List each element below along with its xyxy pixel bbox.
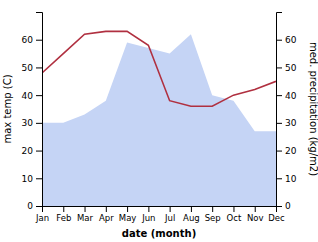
tick-mark: [148, 206, 149, 212]
tick: Jul: [164, 206, 175, 223]
tick: 10: [276, 174, 297, 184]
tick-mark: [36, 151, 42, 152]
tick-label: Dec: [268, 213, 285, 223]
tick: 40: [22, 91, 42, 101]
tick-mark: [233, 206, 234, 212]
tick: 50: [276, 63, 297, 73]
line: [42, 31, 276, 106]
tick-label: 60: [285, 35, 297, 45]
tick-mark: [36, 178, 42, 179]
area: [42, 34, 276, 206]
tick-label: Nov: [247, 213, 264, 223]
tick-label: 0: [27, 201, 33, 211]
tick-mark: [63, 206, 64, 212]
x-axis-title: date (month): [122, 228, 196, 239]
tick-mark: [276, 123, 282, 124]
tick-label: Jul: [164, 213, 175, 223]
tick-label: 30: [22, 118, 34, 128]
tick: Jun: [141, 206, 155, 223]
plot: JanFebMarAprMayJunJulAugSepOctNovDec0102…: [22, 13, 297, 224]
tick: Jan: [35, 206, 49, 223]
tick-mark: [276, 151, 282, 152]
x-axis: Jan Feb Mar Apr May Jun Jul Aug Sep Oct Nov Dec: [35, 206, 285, 223]
tick-mark: [276, 178, 282, 179]
tick: Mar: [77, 206, 94, 223]
tick: 10: [22, 174, 42, 184]
tick: 30: [276, 118, 297, 128]
tick-mark: [276, 95, 282, 96]
tick: 0: [27, 201, 42, 211]
tick: 40: [276, 91, 297, 101]
tick-label: Feb: [56, 213, 71, 223]
tick: Nov: [247, 206, 264, 223]
y2-axis-title: med. precipitation (kg/m2): [308, 42, 318, 176]
tick-label: 20: [285, 146, 297, 156]
axis-line: [43, 207, 277, 213]
tick-mark: [36, 95, 42, 96]
tick-mark: [127, 206, 128, 212]
tick-mark: [36, 40, 42, 41]
tick: Oct: [227, 206, 242, 223]
tick-label: May: [119, 213, 137, 223]
tick-mark: [36, 67, 42, 68]
axis-line: [277, 13, 283, 207]
tick-label: 30: [285, 118, 297, 128]
tick: Sep: [205, 206, 221, 223]
tick-mark: [191, 206, 192, 212]
y2-axis: 0 10 20 30 40 50 60: [276, 13, 297, 212]
tick-mark: [276, 67, 282, 68]
tick-label: 50: [285, 63, 297, 73]
tick: 60: [22, 35, 42, 45]
tick: 50: [22, 63, 42, 73]
tick: Apr: [99, 206, 114, 223]
tick-label: 60: [22, 35, 34, 45]
tick-mark: [85, 206, 86, 212]
tick-label: Jan: [35, 213, 49, 223]
tick-label: 40: [285, 91, 297, 101]
tick: 20: [276, 146, 297, 156]
tick-mark: [212, 206, 213, 212]
tick-label: Mar: [77, 213, 94, 223]
tick-mark: [255, 206, 256, 212]
tick-mark: [170, 206, 171, 212]
tick: May: [119, 206, 137, 223]
tick-mark: [36, 123, 42, 124]
tick-mark: [106, 206, 107, 212]
tick: Aug: [183, 206, 200, 223]
tick: 0: [276, 201, 291, 211]
tick-label: 10: [22, 174, 34, 184]
tick-label: 20: [22, 146, 34, 156]
tick-label: Jun: [141, 213, 155, 223]
tick-label: Sep: [205, 213, 221, 223]
tick-label: Aug: [183, 213, 200, 223]
tick: 30: [22, 118, 42, 128]
tick: Feb: [56, 206, 71, 223]
tick-label: Oct: [227, 213, 242, 223]
chart: JanFebMarAprMayJunJulAugSepOctNovDec0102…: [0, 0, 318, 242]
tick-mark: [276, 206, 282, 207]
tick: 60: [276, 35, 297, 45]
tick-mark: [276, 40, 282, 41]
tick-label: 40: [22, 91, 34, 101]
tick-label: 50: [22, 63, 34, 73]
y-axis: 0 10 20 30 40 50 60: [22, 13, 43, 212]
axis-line: [36, 13, 43, 207]
marks: [42, 31, 276, 206]
tick-label: 0: [285, 201, 291, 211]
y-axis-title: max temp (C): [2, 74, 13, 143]
tick-label: Apr: [99, 213, 114, 223]
tick: 20: [22, 146, 42, 156]
tick: Dec: [268, 206, 285, 223]
tick-mark: [36, 206, 42, 207]
tick-label: 10: [285, 174, 297, 184]
